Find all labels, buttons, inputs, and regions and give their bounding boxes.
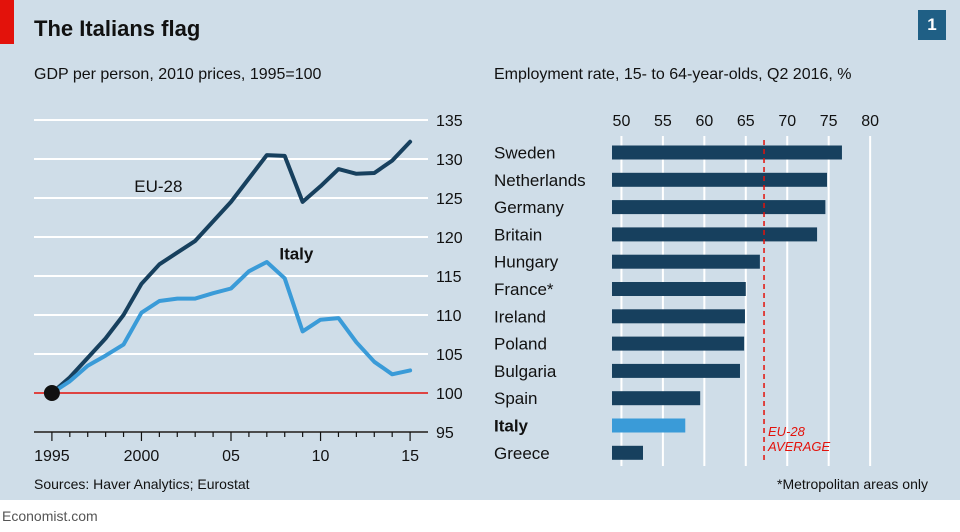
- footnote: *Metropolitan areas only: [777, 476, 928, 492]
- bar-greece: [612, 445, 643, 460]
- bar-poland: [612, 336, 745, 351]
- series-line-eu-28: [49, 139, 413, 395]
- x-tick-label: 50: [613, 113, 631, 130]
- y-tick-label: 105: [436, 347, 463, 364]
- chart-panel: [0, 0, 960, 500]
- bar-britain: [612, 227, 818, 242]
- bar-netherlands: [612, 172, 828, 187]
- y-tick-label: 135: [436, 113, 463, 130]
- x-tick-label: 60: [695, 113, 713, 130]
- x-tick-label: 10: [312, 448, 330, 465]
- y-tick-label: 115: [436, 269, 462, 286]
- bar-france-: [612, 282, 746, 296]
- x-tick-label: 55: [654, 113, 672, 130]
- category-label: Italy: [494, 417, 529, 436]
- x-tick-label: 15: [401, 448, 419, 465]
- x-tick-label: 65: [737, 113, 755, 130]
- chart-number-badge: 1: [918, 10, 946, 40]
- employment-chart-subtitle: Employment rate, 15- to 64-year-olds, Q2…: [494, 66, 852, 83]
- y-tick-label: 120: [436, 230, 463, 247]
- category-label: Ireland: [494, 307, 546, 326]
- base-year-marker: [43, 385, 60, 401]
- category-label: Britain: [494, 225, 542, 244]
- category-label: Sweden: [494, 144, 555, 163]
- category-label: Spain: [494, 389, 537, 408]
- x-tick-label: 05: [222, 448, 240, 465]
- eu-average-label: EU-28: [768, 424, 806, 439]
- eu-average-label: AVERAGE: [767, 439, 830, 454]
- brand-url: Economist.com: [2, 508, 98, 524]
- x-tick-label: 2000: [124, 448, 160, 465]
- y-tick-label: 130: [436, 152, 463, 169]
- brand-tab: [0, 0, 14, 44]
- series-label-eu-28: EU-28: [134, 177, 182, 196]
- bar-ireland: [612, 309, 745, 324]
- chart-title: The Italians flag: [34, 16, 201, 41]
- y-tick-label: 110: [436, 308, 462, 325]
- y-tick-label: 125: [436, 191, 463, 208]
- y-tick-label: 100: [436, 386, 463, 403]
- bar-germany: [612, 200, 826, 215]
- category-label: Poland: [494, 335, 547, 354]
- category-label: France*: [494, 280, 554, 299]
- x-tick-label: 80: [861, 113, 879, 130]
- series-line-italy: [49, 260, 413, 395]
- bar-hungary: [612, 254, 760, 269]
- bar-spain: [612, 391, 701, 406]
- category-label: Greece: [494, 444, 550, 463]
- gdp-chart-subtitle: GDP per person, 2010 prices, 1995=100: [34, 66, 322, 83]
- category-label: Bulgaria: [494, 362, 557, 381]
- category-label: Netherlands: [494, 171, 586, 190]
- bar-bulgaria: [612, 363, 740, 378]
- source-note: Sources: Haver Analytics; Eurostat: [34, 476, 250, 492]
- category-label: Germany: [494, 198, 564, 217]
- series-label-italy: Italy: [279, 245, 314, 264]
- x-tick-label: 75: [820, 113, 838, 130]
- bar-sweden: [612, 145, 842, 160]
- y-tick-label: 95: [436, 425, 454, 442]
- category-label: Hungary: [494, 253, 559, 272]
- bar-italy: [612, 418, 686, 433]
- x-tick-label: 1995: [34, 448, 70, 465]
- x-tick-label: 70: [778, 113, 796, 130]
